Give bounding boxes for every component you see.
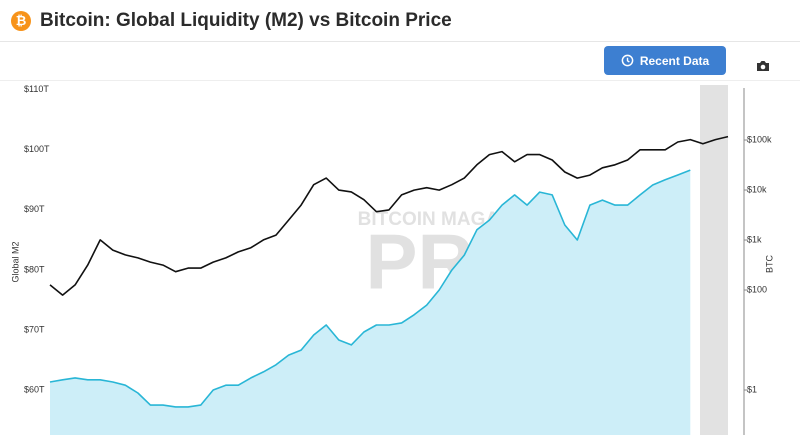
camera-icon[interactable] [756, 60, 770, 72]
clock-icon [621, 54, 634, 67]
button-label: Recent Data [639, 53, 710, 68]
y-tick-label: $80T [24, 264, 45, 274]
y-tick-label: $70T [24, 324, 45, 334]
logo: ₿ [11, 11, 31, 31]
y2-tick-label: $10k [747, 184, 767, 194]
y2-tick-label: $100 [747, 284, 767, 294]
y2-tick-label: $1 [747, 384, 757, 394]
line [49, 135, 729, 296]
y2-axis-label: BTC [764, 254, 774, 273]
y-axis-label: Global M2 [10, 241, 20, 282]
y2-tick-label: $1k [747, 234, 762, 244]
y-tick-label: $110T [24, 84, 49, 94]
header: ₿ Bitcoin: Global Liquidity (M2) vs Bitc… [0, 0, 800, 42]
chart-title: Bitcoin: Global Liquidity (M2) vs Bitcoi… [40, 10, 452, 31]
y-tick-label: $90T [24, 204, 45, 214]
y2-tick-label: $100k [747, 134, 772, 144]
line [49, 169, 691, 408]
recent-data-button[interactable]: Recent Data [604, 46, 726, 75]
y-tick-label: $60T [24, 384, 45, 394]
toolbar: Recent Data [0, 42, 800, 81]
y-tick-label: $100T [24, 144, 50, 154]
area [50, 170, 691, 435]
